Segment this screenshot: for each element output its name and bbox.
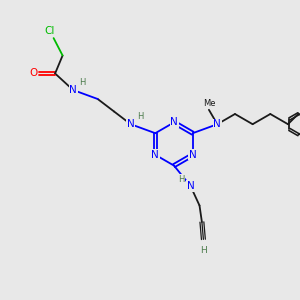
Text: N: N [187,181,194,191]
Text: H: H [80,78,86,87]
Text: Me: Me [203,99,216,108]
Text: H: H [178,175,184,184]
Text: N: N [69,85,77,95]
Text: N: N [170,117,178,128]
Text: N: N [127,119,135,129]
Text: O: O [29,68,38,79]
Text: N: N [213,119,221,129]
Text: N: N [189,150,196,160]
Text: Cl: Cl [44,26,54,37]
Text: H: H [201,246,207,255]
Text: N: N [152,150,159,160]
Text: H: H [137,112,143,121]
